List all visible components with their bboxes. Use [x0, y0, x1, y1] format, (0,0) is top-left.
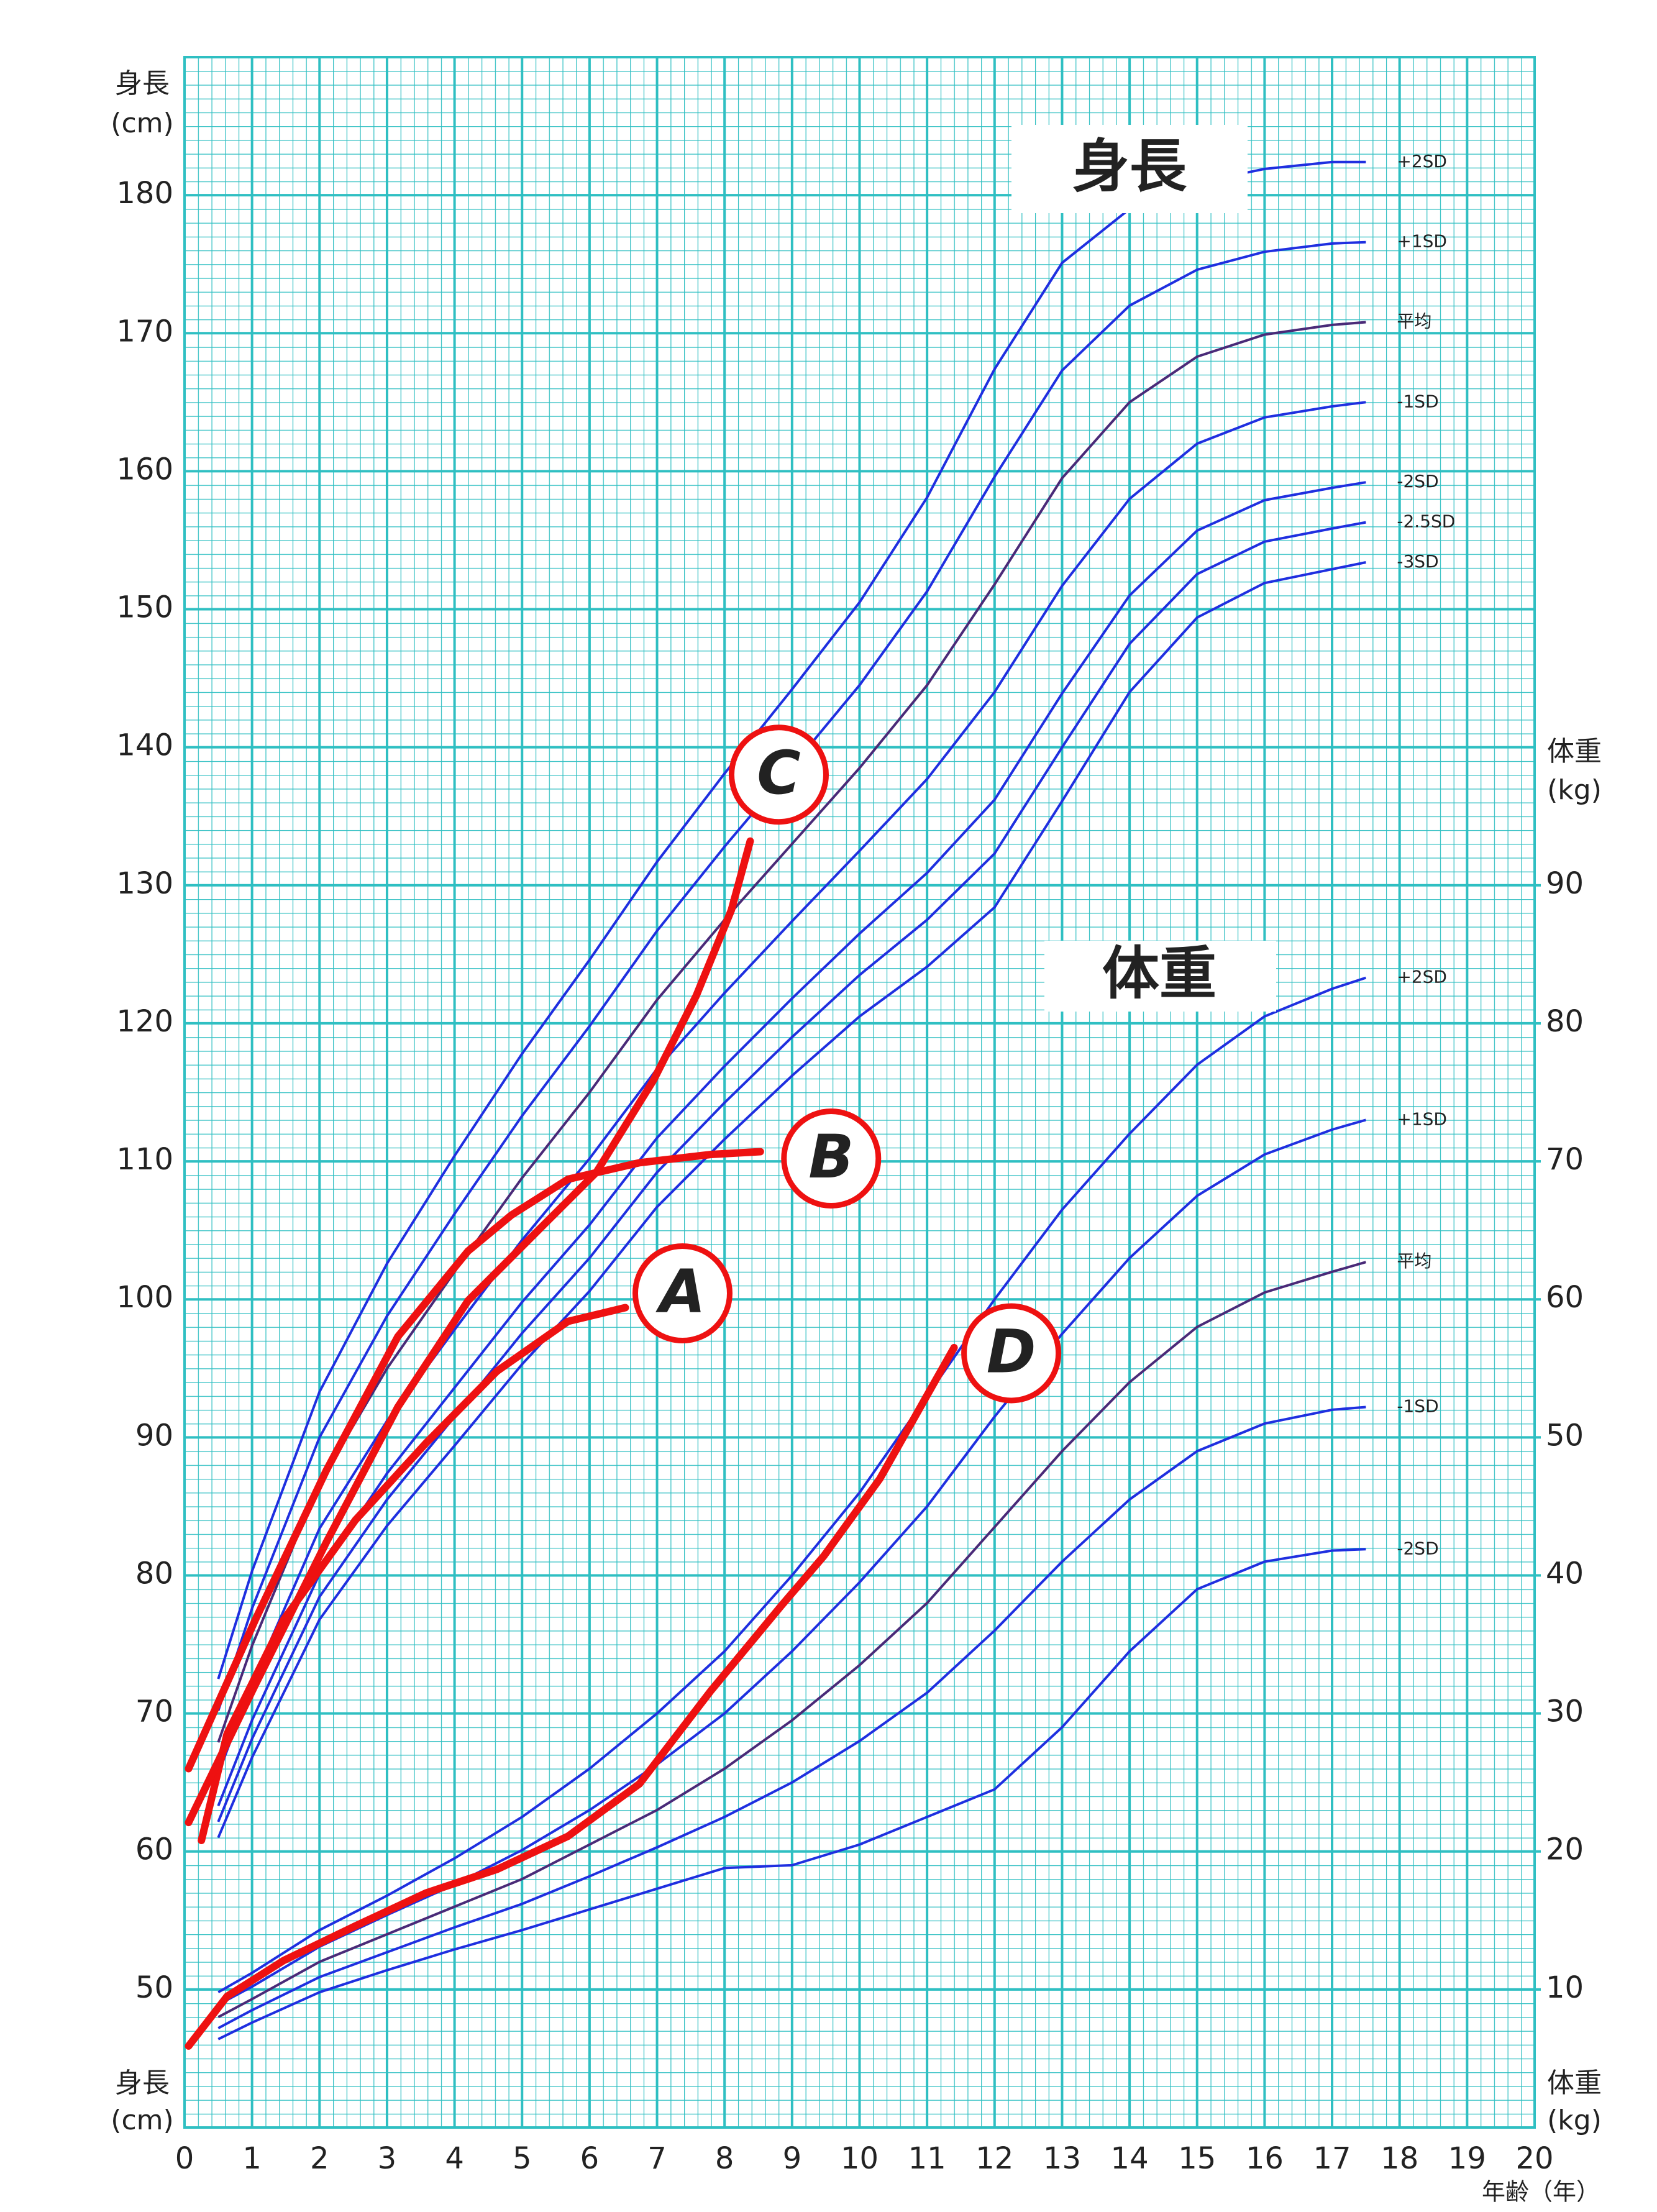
curve-label: +1SD: [1397, 231, 1447, 252]
x-tick-label: 17: [1313, 2141, 1351, 2176]
curve-label: -1SD: [1397, 1396, 1438, 1416]
y-tick-label: 80: [135, 1556, 173, 1591]
x-tick-label: 4: [445, 2141, 464, 2176]
x-tick-label: 19: [1448, 2141, 1486, 2176]
curve-label: +2SD: [1397, 151, 1447, 171]
curve-label: -2SD: [1397, 1538, 1438, 1558]
x-tick-label: 6: [580, 2141, 600, 2176]
y-axis-label: 身長: [115, 2067, 170, 2099]
x-tick-label: 12: [975, 2141, 1013, 2176]
y-axis-unit: (cm): [111, 107, 173, 139]
y-tick-label: 100: [116, 1280, 173, 1315]
y2-tick-label: 90: [1546, 866, 1584, 901]
patient-badge: [632, 1243, 733, 1344]
y2-tick-label: 20: [1546, 1832, 1584, 1867]
reference-curve: [217, 321, 1366, 1743]
patient-label: B: [808, 1122, 854, 1192]
x-tick-label: 3: [378, 2141, 397, 2176]
y2-axis-unit: (kg): [1547, 2105, 1602, 2136]
x-tick-label: 16: [1246, 2141, 1284, 2176]
y2-tick-label: 50: [1546, 1418, 1584, 1453]
reference-curve: [217, 1548, 1366, 2041]
curve-label: -3SD: [1397, 551, 1438, 572]
reference-curve: [217, 521, 1366, 1822]
reference-curve: [217, 1261, 1366, 2019]
y-tick-label: 120: [116, 1004, 173, 1039]
patient-curve: [185, 837, 754, 1827]
patient-badge: [728, 724, 829, 825]
x-tick-label: 5: [513, 2141, 532, 2176]
y-tick-label: 110: [116, 1142, 173, 1177]
x-tick-label: 9: [783, 2141, 802, 2176]
y2-axis-label: 体重: [1547, 2067, 1602, 2099]
y-tick-label: 180: [116, 176, 173, 211]
curve-label: 平均: [1397, 1251, 1431, 1271]
patient-curve: [185, 1148, 764, 1773]
y-tick-label: 160: [116, 452, 173, 487]
y-tick-label: 170: [116, 314, 173, 349]
x-tick-label: 13: [1043, 2141, 1081, 2176]
y-axis-label: 身長: [115, 68, 170, 99]
label-layer: 身長 (cm) 身長 (cm) 体重 (kg) 体重 (kg) 年齢（年） 身長…: [111, 68, 1602, 2206]
x-axis-label: 年齢（年）: [1482, 2178, 1600, 2206]
curve-label: 平均: [1397, 311, 1431, 331]
heading-box: [1044, 941, 1276, 1012]
curve-label: -2.5SD: [1397, 511, 1455, 532]
reference-curve: [217, 561, 1366, 1839]
y-tick-label: 130: [116, 866, 173, 901]
reference-curve: [217, 976, 1367, 1994]
y-axis-unit: (cm): [111, 2105, 173, 2136]
y-tick-label: 70: [135, 1694, 173, 1729]
weight-heading: 体重: [1102, 940, 1217, 1007]
patient-label: D: [987, 1317, 1036, 1386]
patient-badge: [961, 1303, 1062, 1404]
patient-label: C: [757, 738, 800, 808]
y2-axis-label: 体重: [1547, 736, 1602, 767]
patient-label: A: [655, 1257, 705, 1327]
y-tick-label: 50: [135, 1970, 173, 2005]
x-tick-label: 11: [908, 2141, 946, 2176]
x-tick-label: 15: [1178, 2141, 1216, 2176]
y2-tick-label: 10: [1546, 1970, 1584, 2005]
y-tick-label: 60: [135, 1832, 173, 1867]
reference-curve: [217, 481, 1366, 1807]
curve-label: +1SD: [1397, 1108, 1447, 1129]
y-tick-label: 150: [116, 590, 173, 625]
y2-tick-label: 60: [1546, 1280, 1584, 1315]
x-tick-label: 14: [1111, 2141, 1149, 2176]
x-tick-label: 7: [647, 2141, 667, 2176]
curve-label: -2SD: [1397, 471, 1438, 491]
curve-label: -1SD: [1397, 391, 1438, 411]
y2-axis-unit: (kg): [1547, 774, 1602, 806]
curve-label: +2SD: [1397, 967, 1447, 987]
x-tick-label: 0: [175, 2141, 194, 2176]
y2-tick-label: 40: [1546, 1556, 1584, 1591]
y2-tick-label: 80: [1546, 1004, 1584, 1039]
height-heading: 身長: [1072, 133, 1187, 199]
grid-layer: [183, 56, 1541, 2129]
x-tick-label: 18: [1381, 2141, 1418, 2176]
x-tick-label: 2: [310, 2141, 329, 2176]
y-tick-label: 140: [116, 728, 173, 763]
y-tick-label: 90: [135, 1418, 173, 1453]
heading-box: [1011, 125, 1248, 213]
patient-curve: [185, 1343, 958, 2050]
x-tick-label: 10: [841, 2141, 879, 2176]
x-tick-label: 20: [1515, 2141, 1553, 2176]
x-tick-label: 1: [242, 2141, 262, 2176]
reference-curve: [217, 1405, 1366, 2029]
y2-tick-label: 70: [1546, 1142, 1584, 1177]
x-tick-label: 8: [715, 2141, 734, 2176]
patient-badge: [781, 1108, 882, 1209]
y2-tick-label: 30: [1546, 1694, 1584, 1729]
